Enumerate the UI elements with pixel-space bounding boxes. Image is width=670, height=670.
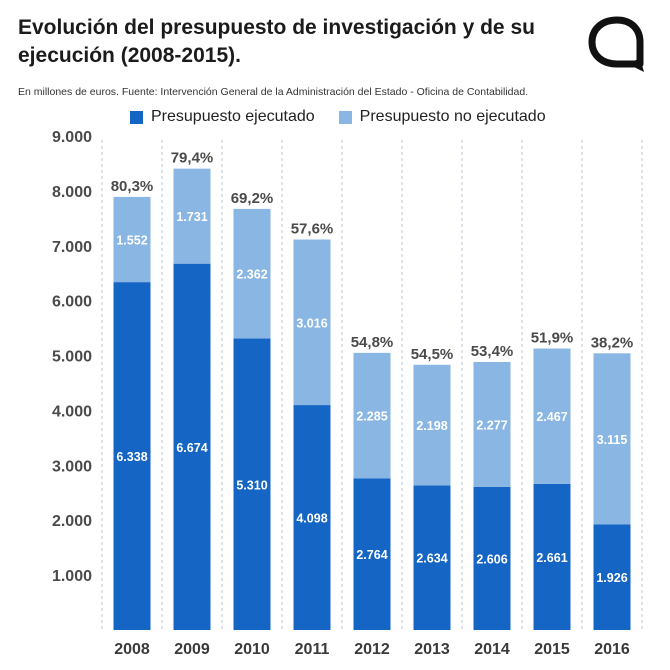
y-tick-label: 1.000 [52,568,92,585]
y-tick-label: 2.000 [52,513,92,530]
x-tick-label: 2013 [414,641,450,658]
x-tick-label: 2009 [174,641,210,658]
bar-executed [413,485,451,630]
x-tick-label: 2015 [534,641,570,658]
speech-bubble-logo-icon [584,14,650,74]
data-label-executed: 6.338 [116,450,147,464]
data-label-not-executed: 3.115 [597,433,628,447]
chart-title: Evolución del presupuesto de investigaci… [18,16,535,67]
data-label-not-executed: 2.277 [476,418,507,432]
percent-executed-label: 69,2% [231,190,274,207]
bar-executed [473,486,511,630]
y-tick-label: 9.000 [52,129,92,146]
percent-executed-label: 53,4% [471,343,514,360]
percent-executed-label: 80,3% [111,178,154,195]
bar-not-executed [533,348,571,484]
percent-executed-label: 38,2% [591,334,634,351]
bar-executed [113,282,151,630]
chart-legend: Presupuesto ejecutado Presupuesto no eje… [130,106,570,128]
x-tick-label: 2008 [114,641,150,658]
percent-executed-label: 51,9% [531,330,574,347]
x-tick-label: 2016 [594,641,630,658]
bar-not-executed [173,168,211,264]
bar-not-executed [593,353,631,525]
bar-not-executed [233,208,271,339]
data-label-not-executed: 1.731 [176,210,207,224]
data-label-executed: 6.674 [176,441,207,455]
data-label-not-executed: 2.467 [536,410,567,424]
y-tick-label: 3.000 [52,458,92,475]
legend-swatch-executed [130,110,143,124]
percent-executed-label: 57,6% [291,221,334,238]
bar-executed [593,524,631,630]
bar-not-executed [293,239,331,406]
data-label-not-executed: 2.198 [416,419,447,433]
bar-executed [233,338,271,630]
chart-subtitle: En millones de euros. Fuente: Intervenci… [18,86,529,98]
percent-executed-label: 54,5% [411,346,454,363]
percent-executed-label: 54,8% [351,334,394,351]
percent-executed-label: 79,4% [171,150,214,167]
legend-swatch-not-executed [338,110,352,124]
data-label-executed: 1.926 [596,571,627,585]
y-tick-label: 7.000 [52,239,92,256]
bar-executed [533,483,571,630]
y-tick-label: 8.000 [52,184,92,201]
y-tick-label: 4.000 [52,403,92,420]
legend-item-executed: Presupuesto ejecutado [130,108,315,126]
data-label-executed: 2.764 [356,548,387,562]
y-tick-label: 5.000 [52,349,92,366]
x-tick-label: 2012 [354,641,390,658]
bar-not-executed [413,364,451,486]
y-tick-label: 6.000 [52,294,92,311]
bar-not-executed [353,352,391,479]
data-label-executed: 2.634 [416,552,447,566]
x-tick-label: 2010 [234,641,270,658]
bar-executed [353,478,391,630]
bar-not-executed [113,196,151,283]
data-label-not-executed: 2.362 [236,268,267,282]
legend-label-executed: Presupuesto ejecutado [151,108,315,125]
bar-not-executed [473,361,511,487]
x-tick-label: 2011 [295,641,330,658]
legend-label-not-executed: Presupuesto no ejecutado [359,108,546,125]
data-label-not-executed: 3.016 [296,316,327,330]
data-label-not-executed: 1.552 [116,234,147,248]
data-label-executed: 5.310 [236,478,267,492]
data-label-not-executed: 2.285 [356,410,387,424]
data-label-executed: 2.661 [536,551,567,565]
bar-executed [293,405,331,630]
data-label-executed: 4.098 [296,512,327,526]
legend-item-not-executed: Presupuesto no ejecutado [338,108,546,126]
data-label-executed: 2.606 [476,552,507,566]
x-tick-label: 2014 [474,641,510,658]
bar-executed [173,263,211,630]
